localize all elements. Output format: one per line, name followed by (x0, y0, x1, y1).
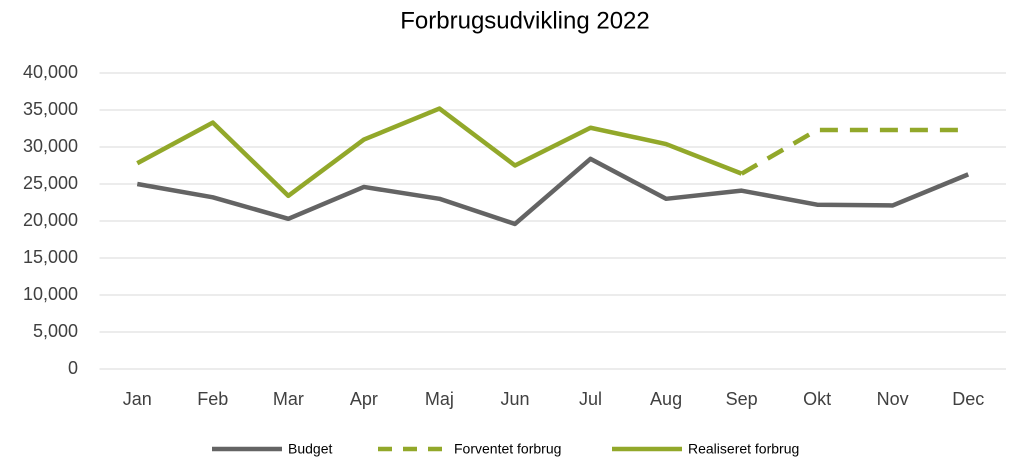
chart-title: Forbrugsudvikling 2022 (400, 7, 649, 34)
y-tick-label: 20,000 (23, 210, 78, 230)
x-tick-label: Feb (197, 389, 228, 409)
y-tick-label: 40,000 (23, 62, 78, 82)
line-series (136, 156, 970, 227)
x-tick-label: Maj (425, 389, 454, 409)
y-tick-label: 35,000 (23, 99, 78, 119)
x-tick-label: Dec (952, 389, 984, 409)
line-series (136, 106, 743, 199)
x-tick-label: Nov (877, 389, 909, 409)
legend-label: Budget (288, 441, 332, 457)
legend-label: Realiseret forbrug (688, 441, 799, 457)
x-tick-label: Jan (123, 389, 152, 409)
legend-label: Forventet forbrug (454, 441, 561, 457)
x-tick-label: Sep (726, 389, 758, 409)
y-tick-label: 5,000 (33, 321, 78, 341)
y-tick-label: 25,000 (23, 173, 78, 193)
y-tick-label: 10,000 (23, 284, 78, 304)
x-tick-label: Apr (350, 389, 378, 409)
y-tick-label: 15,000 (23, 247, 78, 267)
x-tick-label: Okt (803, 389, 831, 409)
line-series (740, 127, 969, 176)
x-tick-label: Jul (579, 389, 602, 409)
x-tick-label: Mar (273, 389, 304, 409)
x-tick-label: Aug (650, 389, 682, 409)
y-tick-label: 0 (68, 358, 78, 378)
y-tick-label: 30,000 (23, 136, 78, 156)
x-tick-label: Jun (500, 389, 529, 409)
